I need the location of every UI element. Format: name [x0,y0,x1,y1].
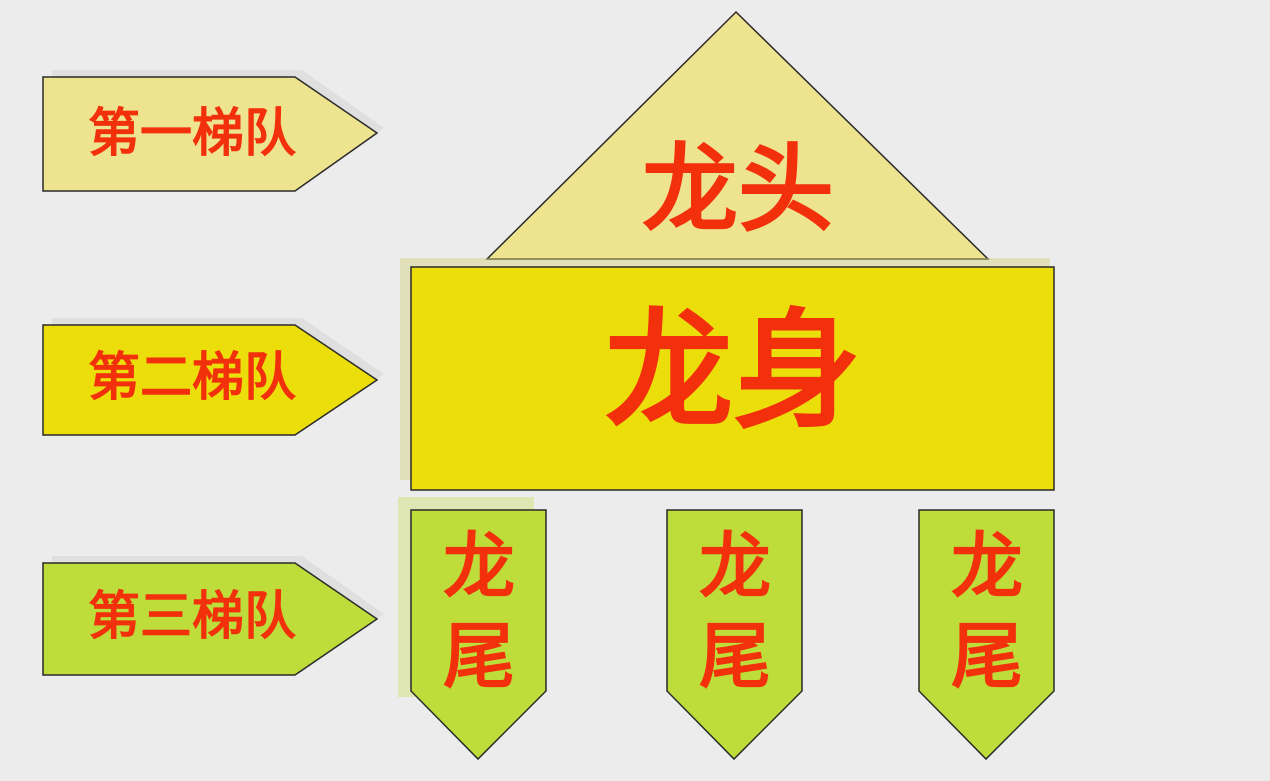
dragon-tail-3-line2: 尾 [951,615,1023,699]
dragon-body-rectangle [410,266,1055,491]
tier2-label: 第二梯队 [88,348,297,408]
dragon-tail-3-line1: 龙 [951,525,1023,609]
tier1-arrow [42,76,379,192]
dragon-tail-1 [410,509,547,761]
dragon-body-label: 龙身 [605,297,861,446]
dragon-tail-3 [918,509,1055,761]
tier1-label: 第一梯队 [88,104,297,164]
dragon-tail-2-line1: 龙 [699,525,771,609]
dragon-tail-2-line2: 尾 [699,615,771,699]
dragon-head-label: 龙头 [642,133,834,245]
dragon-tail-2 [666,509,803,761]
dragon-head-triangle [485,10,990,260]
dragon-tail-1-line1: 龙 [443,525,515,609]
dragon-tail-1-line2: 尾 [443,615,515,699]
tier2-arrow [42,324,379,436]
tier3-arrow [42,562,379,676]
tier3-label: 第三梯队 [88,587,297,647]
